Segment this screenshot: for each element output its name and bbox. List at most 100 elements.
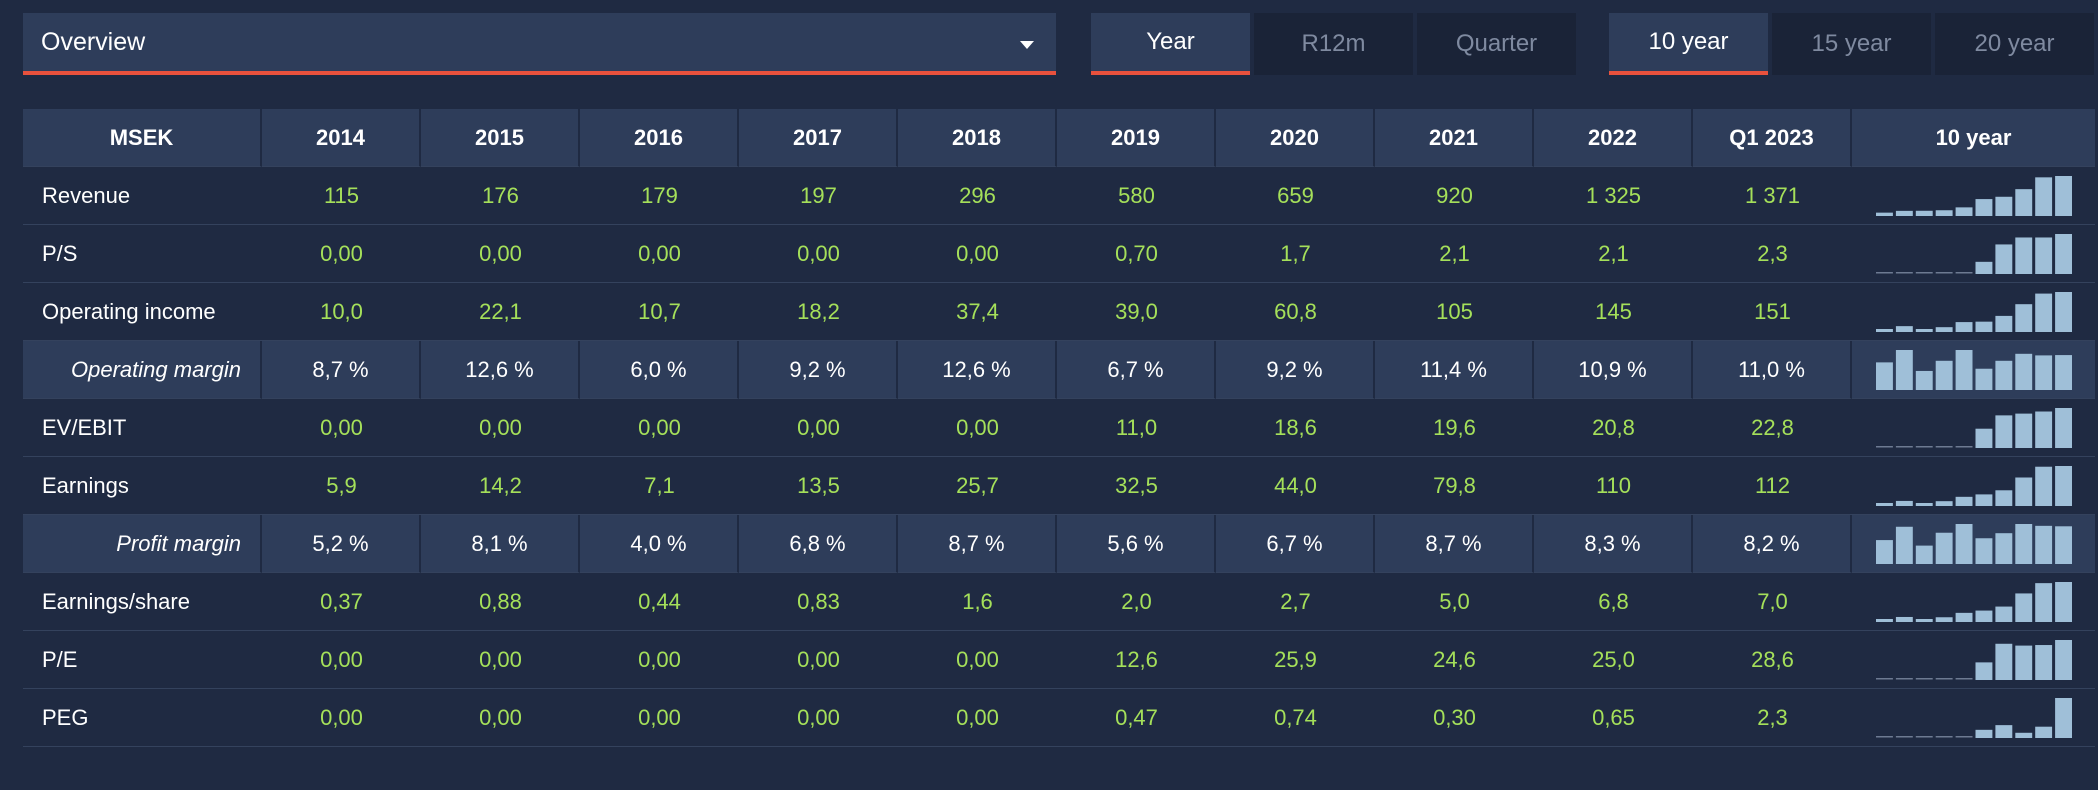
value-cell: 6,8 % <box>739 515 898 573</box>
sparkline-bar <box>2034 582 2052 622</box>
report-selector-dropdown[interactable]: Overview <box>23 13 1056 75</box>
table-row[interactable]: Profit margin 5,2 % 8,1 % 4,0 % 6,8 % 8,7 % 5,… <box>23 515 2095 573</box>
table-row[interactable]: Revenue 115 176 179 197 296 580 659 920 1 325 1 37… <box>23 167 2095 225</box>
metric-label: PEG <box>23 689 262 747</box>
sparkline-bar <box>1994 643 2012 680</box>
value-cell: 11,4 % <box>1375 341 1534 399</box>
sparkline-bar <box>2014 353 2032 390</box>
sparkline-bar <box>2034 466 2052 506</box>
value-cell: 145 <box>1534 283 1693 341</box>
sparkline-bar <box>1994 243 2012 274</box>
value-cell: 1,6 <box>898 573 1057 631</box>
value-cell: 12,6 % <box>898 341 1057 399</box>
sparkline-baseline-tick <box>1935 271 1953 273</box>
tab-year[interactable]: Year <box>1091 13 1250 75</box>
key-figures-table: MSEK 2014 2015 2016 2017 2018 2019 2020 … <box>23 109 2095 747</box>
table-header-row: MSEK 2014 2015 2016 2017 2018 2019 2020 … <box>23 109 2095 167</box>
sparkline-bar <box>1935 326 1953 332</box>
value-cell: 37,4 <box>898 283 1057 341</box>
tab-quarter[interactable]: Quarter <box>1417 13 1576 75</box>
value-cell: 8,3 % <box>1534 515 1693 573</box>
sparkline-bar <box>1955 349 1972 390</box>
sparkline-bar <box>1994 315 2012 332</box>
sparkline-baseline-tick <box>1875 271 1893 273</box>
table-row[interactable]: P/S 0,00 0,00 0,00 0,00 0,00 0,70 1,7 2,1 2,1 2,3 <box>23 225 2095 283</box>
value-cell: 18,2 <box>739 283 898 341</box>
sparkline-bar <box>1875 502 1893 506</box>
sparkline-header: 10 year <box>1852 109 2095 167</box>
value-cell: 9,2 % <box>1216 341 1375 399</box>
sparkline-baseline-tick <box>1915 735 1933 737</box>
sparkline-bar <box>1875 618 1893 622</box>
value-cell: 580 <box>1057 167 1216 225</box>
value-cell: 10,7 <box>580 283 739 341</box>
sparkline-bar <box>2034 354 2052 390</box>
sparkline-bar <box>2014 523 2032 564</box>
value-cell: 2,3 <box>1693 225 1852 283</box>
sparkline-bar <box>1935 360 1953 390</box>
value-cell: 0,00 <box>898 631 1057 689</box>
sparkline-bar <box>2014 645 2032 680</box>
sparkline-baseline-tick <box>1935 677 1953 679</box>
table-row[interactable]: P/E 0,00 0,00 0,00 0,00 0,00 12,6 25,9 24,6 25,0 2… <box>23 631 2095 689</box>
table-row[interactable]: PEG 0,00 0,00 0,00 0,00 0,00 0,47 0,74 0,30 0,65 2… <box>23 689 2095 747</box>
sparkline-cell <box>1852 631 2095 689</box>
value-cell: 8,1 % <box>421 515 580 573</box>
sparkline-chart <box>1875 233 2072 274</box>
value-cell: 0,00 <box>739 399 898 457</box>
sparkline-cell <box>1852 225 2095 283</box>
sparkline-bar <box>2054 354 2072 390</box>
sparkline-cell <box>1852 457 2095 515</box>
sparkline-bar <box>2034 726 2052 738</box>
table-row[interactable]: Earnings 5,9 14,2 7,1 13,5 25,7 32,5 44,0 79,8 11… <box>23 457 2095 515</box>
tab-20-year[interactable]: 20 year <box>1935 13 2094 75</box>
sparkline-bar <box>2034 525 2052 564</box>
value-cell: 14,2 <box>421 457 580 515</box>
table-row[interactable]: Operating income 10,0 22,1 10,7 18,2 37,4 39,0… <box>23 283 2095 341</box>
sparkline-bar <box>2054 525 2072 564</box>
table-row[interactable]: Earnings/share 0,37 0,88 0,44 0,83 1,6 2,0 2,7 5… <box>23 573 2095 631</box>
table-row[interactable]: EV/EBIT 0,00 0,00 0,00 0,00 0,00 11,0 18,6 19,6 2… <box>23 399 2095 457</box>
sparkline-bar <box>2034 411 2052 448</box>
sparkline-bar <box>1975 729 1992 738</box>
value-cell: 0,30 <box>1375 689 1534 747</box>
column-header: 2022 <box>1534 109 1693 167</box>
value-cell: 8,7 % <box>898 515 1057 573</box>
sparkline-chart <box>1875 465 2072 506</box>
sparkline-bar <box>2054 639 2072 680</box>
value-cell: 0,00 <box>580 399 739 457</box>
value-cell: 25,0 <box>1534 631 1693 689</box>
sparkline-baseline-tick <box>1895 271 1913 273</box>
sparkline-bar <box>1875 539 1893 564</box>
value-cell: 0,00 <box>898 689 1057 747</box>
sparkline-cell <box>1852 515 2095 573</box>
value-cell: 20,8 <box>1534 399 1693 457</box>
sparkline-bar <box>1935 616 1953 622</box>
sparkline-bar <box>2054 581 2072 622</box>
value-cell: 19,6 <box>1375 399 1534 457</box>
sparkline-bar <box>1975 198 1992 216</box>
metric-label: Operating margin <box>23 341 262 399</box>
metric-label: Earnings <box>23 457 262 515</box>
sparkline-cell <box>1852 341 2095 399</box>
metric-label: EV/EBIT <box>23 399 262 457</box>
sparkline-baseline-tick <box>1875 445 1893 447</box>
value-cell: 0,00 <box>898 399 1057 457</box>
tab-15-year[interactable]: 15 year <box>1772 13 1931 75</box>
value-cell: 0,00 <box>739 631 898 689</box>
sparkline-bar <box>1915 618 1933 622</box>
value-cell: 18,6 <box>1216 399 1375 457</box>
value-cell: 0,00 <box>580 631 739 689</box>
sparkline-bar <box>2054 233 2072 274</box>
table-row[interactable]: Operating margin 8,7 % 12,6 % 6,0 % 9,2 % 12,… <box>23 341 2095 399</box>
sparkline-bar <box>1935 500 1953 506</box>
sparkline-bar <box>1994 196 2012 216</box>
value-cell: 6,7 % <box>1057 341 1216 399</box>
value-cell: 0,00 <box>580 225 739 283</box>
tab-r12m[interactable]: R12m <box>1254 13 1413 75</box>
sparkline-bar <box>1895 616 1913 622</box>
sparkline-bar <box>1955 496 1972 506</box>
value-cell: 0,00 <box>421 399 580 457</box>
sparkline-bar <box>1994 360 2012 390</box>
tab-10-year[interactable]: 10 year <box>1609 13 1768 75</box>
